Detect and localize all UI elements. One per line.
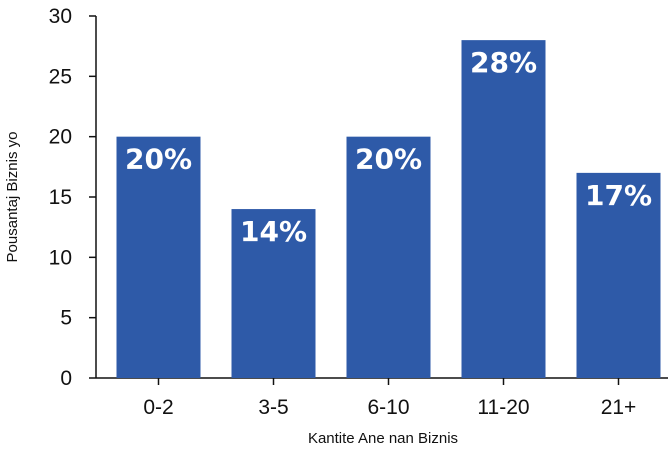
bar-data-label: 17% bbox=[585, 179, 652, 212]
x-ticks: 0-2 3-5 6-10 11-20 21+ bbox=[143, 378, 636, 419]
y-ticks: 0 5 10 15 20 25 30 bbox=[49, 5, 96, 390]
x-tick-label: 6-10 bbox=[367, 396, 409, 419]
bar-data-label: 28% bbox=[470, 46, 537, 79]
bar-data-label: 14% bbox=[240, 215, 307, 248]
y-tick-label: 15 bbox=[49, 186, 72, 209]
bar bbox=[576, 172, 661, 378]
bars bbox=[116, 40, 661, 379]
y-tick-label: 30 bbox=[49, 5, 72, 28]
bar bbox=[231, 209, 316, 378]
y-axis: 0 5 10 15 20 25 30 bbox=[49, 5, 97, 390]
bar-data-label: 20% bbox=[355, 143, 422, 176]
x-tick-label: 21+ bbox=[601, 396, 637, 419]
y-tick-label: 20 bbox=[49, 126, 72, 149]
y-tick-label: 5 bbox=[60, 307, 72, 330]
y-tick-label: 10 bbox=[49, 246, 72, 269]
bar bbox=[461, 40, 546, 379]
y-axis-title: Pousantaj Biznis yo bbox=[4, 132, 21, 263]
x-tick-label: 11-20 bbox=[477, 396, 529, 419]
x-tick-label: 3-5 bbox=[258, 396, 288, 419]
y-tick-label: 25 bbox=[49, 65, 72, 88]
bar-labels: 20% 14% 20% 28% 17% bbox=[125, 46, 652, 248]
bar bbox=[116, 136, 201, 378]
bar bbox=[346, 136, 431, 378]
y-tick-label: 0 bbox=[60, 367, 72, 390]
bar-data-label: 20% bbox=[125, 143, 192, 176]
x-axis: 0-2 3-5 6-10 11-20 21+ bbox=[96, 377, 668, 419]
x-tick-label: 0-2 bbox=[143, 396, 173, 419]
x-axis-title: Kantite Ane nan Biznis bbox=[308, 430, 458, 447]
